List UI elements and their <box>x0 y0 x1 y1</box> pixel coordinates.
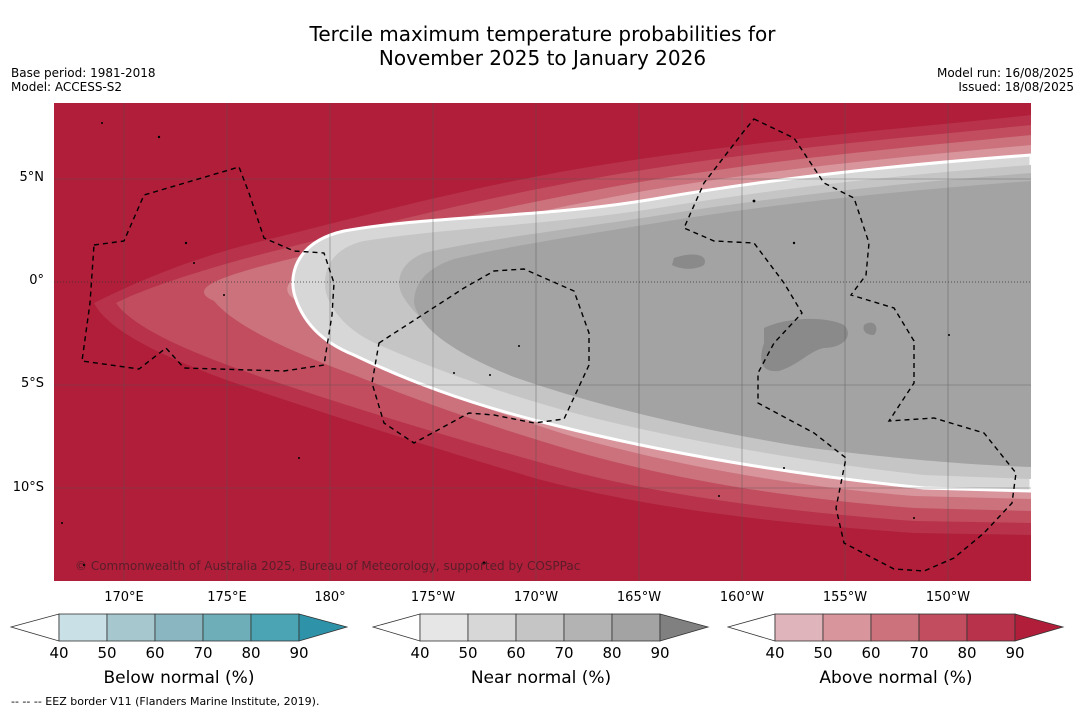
lon-label-170e: 170°E <box>104 590 144 605</box>
near-normal-tick-40: 40 <box>410 644 430 662</box>
near-normal-tick-60: 60 <box>506 644 526 662</box>
below-normal-swatch-2 <box>106 613 156 642</box>
above-normal-title: Above normal (%) <box>819 668 973 688</box>
lon-label-155w: 155°W <box>822 590 868 605</box>
near-normal-tick-90: 90 <box>650 644 670 662</box>
below-normal-tick-60: 60 <box>145 644 165 662</box>
above-normal-tick-50: 50 <box>813 644 833 662</box>
band-near-80 <box>414 181 1031 467</box>
colorbar-below-normal-svg <box>9 613 349 642</box>
base-period: Base period: 1981-2018 <box>11 66 156 80</box>
eez-tokelau <box>371 268 590 444</box>
above-normal-swatch-1 <box>774 613 824 642</box>
issued-date: Issued: 18/08/2025 <box>958 80 1074 94</box>
near-normal-swatch-1 <box>419 613 469 642</box>
lon-label-150w: 150°W <box>925 590 971 605</box>
eez-kiribati-west <box>81 166 335 372</box>
model-run: Model run: 16/08/2025 <box>936 66 1074 80</box>
above-normal-swatch-4 <box>918 613 968 642</box>
meta-right: Model run: 16/08/2025 Issued: 18/08/2025 <box>937 66 1074 94</box>
colorbar-above-normal: 40 50 60 70 80 90 Above normal (%) <box>726 613 1065 693</box>
above-normal-tick-60: 60 <box>861 644 881 662</box>
near-normal-swatch-6 <box>659 613 710 642</box>
lat-label-5s: 5°S <box>20 376 44 391</box>
below-normal-swatch-3 <box>154 613 204 642</box>
near-normal-tick-70: 70 <box>554 644 574 662</box>
below-normal-tick-80: 80 <box>241 644 261 662</box>
islands <box>61 122 950 567</box>
lon-label-170w: 170°W <box>513 590 559 605</box>
eez-footnote: -- -- -- EEZ border V11 (Flanders Marine… <box>11 695 320 708</box>
near-90-patch-1 <box>761 318 848 372</box>
map-title: Tercile maximum temperature probabilitie… <box>0 22 1085 70</box>
below-normal-swatch-4 <box>202 613 252 642</box>
near-normal-tick-50: 50 <box>458 644 478 662</box>
above-normal-swatch-3 <box>870 613 920 642</box>
graticule <box>54 103 1031 581</box>
near-90-patch-3 <box>863 322 877 335</box>
above-normal-tick-70: 70 <box>909 644 929 662</box>
below-normal-tick-70: 70 <box>193 644 213 662</box>
near-normal-swatch-5 <box>611 613 661 642</box>
above-normal-swatch-6 <box>1014 613 1065 642</box>
map-title-line1: Tercile maximum temperature probabilitie… <box>309 22 776 46</box>
lon-label-160w: 160°W <box>719 590 765 605</box>
below-normal-tick-90: 90 <box>289 644 309 662</box>
near-normal-tick-80: 80 <box>602 644 622 662</box>
above-normal-swatch-2 <box>822 613 872 642</box>
colorbar-near-normal-svg <box>371 613 710 642</box>
near-normal-title: Near normal (%) <box>470 668 612 688</box>
meta-left: Base period: 1981-2018 Model: ACCESS-S2 <box>11 66 156 94</box>
above-normal-swatch-5 <box>966 613 1016 642</box>
near-normal-swatch-4 <box>563 613 613 642</box>
below-normal-swatch-1 <box>58 613 108 642</box>
below-normal-title: Below normal (%) <box>103 668 255 688</box>
map-svg <box>54 103 1031 581</box>
lat-label-0: 0° <box>29 273 44 288</box>
below-normal-tick-40: 40 <box>49 644 69 662</box>
below-normal-swatch-6 <box>298 613 349 642</box>
copyright-notice: © Commonwealth of Australia 2025, Bureau… <box>75 559 581 573</box>
lon-label-165w: 165°W <box>616 590 662 605</box>
colorbar-below-normal: 40 50 60 70 80 90 Below normal (%) <box>9 613 349 693</box>
lon-label-175w: 175°W <box>410 590 456 605</box>
near-normal-swatch-2 <box>467 613 517 642</box>
lon-label-175e: 175°E <box>207 590 247 605</box>
model-name: Model: ACCESS-S2 <box>11 80 123 94</box>
below-normal-swatch-5 <box>250 613 300 642</box>
above-normal-tick-90: 90 <box>1005 644 1025 662</box>
below-normal-tick-50: 50 <box>97 644 117 662</box>
map-title-line2: November 2025 to January 2026 <box>378 46 707 70</box>
near-normal-swatch-3 <box>515 613 565 642</box>
above-normal-tick-40: 40 <box>765 644 785 662</box>
probability-map[interactable] <box>54 103 1031 581</box>
colorbar-near-normal: 40 50 60 70 80 90 Near normal (%) <box>371 613 710 693</box>
above-normal-tick-80: 80 <box>957 644 977 662</box>
lat-label-5n: 5°N <box>19 170 45 185</box>
colorbar-above-normal-svg <box>726 613 1065 642</box>
lon-label-180: 180° <box>314 590 346 605</box>
lat-label-10s: 10°S <box>12 480 44 495</box>
eez-borders <box>81 118 1017 572</box>
near-90-patch-2 <box>672 254 705 269</box>
